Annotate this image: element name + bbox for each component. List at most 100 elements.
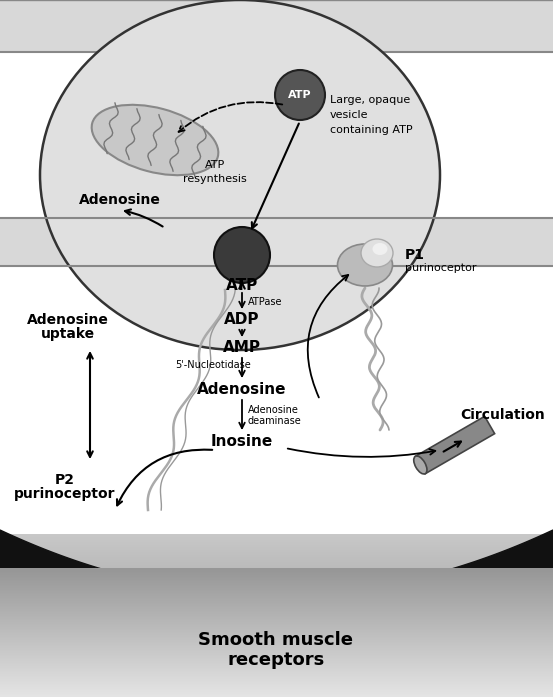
Bar bbox=[0, 619, 553, 620]
Bar bbox=[0, 607, 553, 608]
Bar bbox=[0, 643, 553, 644]
Bar bbox=[0, 643, 553, 644]
Bar bbox=[0, 570, 553, 571]
Bar bbox=[0, 583, 553, 584]
Bar bbox=[0, 692, 553, 693]
Bar bbox=[0, 604, 553, 605]
Bar bbox=[0, 691, 553, 692]
Bar bbox=[0, 648, 553, 649]
Bar bbox=[0, 581, 553, 582]
Bar bbox=[0, 545, 553, 546]
Bar bbox=[0, 671, 553, 672]
Bar bbox=[0, 574, 553, 575]
Bar bbox=[0, 687, 553, 688]
Bar bbox=[0, 558, 553, 559]
Bar bbox=[0, 695, 553, 696]
Bar bbox=[0, 634, 553, 635]
Bar bbox=[0, 626, 553, 627]
Bar bbox=[0, 614, 553, 615]
Bar bbox=[0, 584, 553, 585]
Bar bbox=[0, 562, 553, 563]
Bar bbox=[0, 666, 553, 667]
Bar bbox=[0, 597, 553, 598]
Bar bbox=[0, 566, 553, 567]
Bar bbox=[0, 627, 553, 628]
Bar bbox=[0, 586, 553, 587]
Bar bbox=[0, 591, 553, 592]
Bar bbox=[0, 544, 553, 545]
Bar bbox=[0, 581, 553, 582]
Bar bbox=[0, 572, 553, 573]
Bar bbox=[0, 622, 553, 623]
Bar bbox=[0, 606, 553, 607]
Bar bbox=[0, 650, 553, 651]
Text: vesicle: vesicle bbox=[330, 110, 368, 120]
Bar bbox=[0, 613, 553, 614]
Bar bbox=[0, 591, 553, 592]
Bar bbox=[0, 646, 553, 647]
Bar bbox=[0, 577, 553, 578]
Bar bbox=[0, 588, 553, 589]
Bar bbox=[0, 637, 553, 638]
Bar bbox=[0, 672, 553, 673]
Bar bbox=[0, 633, 553, 634]
Bar bbox=[0, 592, 553, 593]
Bar bbox=[0, 668, 553, 669]
Bar bbox=[0, 592, 553, 593]
Bar bbox=[0, 585, 553, 586]
Bar bbox=[0, 570, 553, 571]
Bar bbox=[0, 612, 553, 613]
Ellipse shape bbox=[40, 0, 440, 350]
Bar bbox=[0, 645, 553, 646]
Bar bbox=[0, 598, 553, 599]
Circle shape bbox=[214, 227, 270, 283]
Bar bbox=[0, 603, 553, 604]
Bar bbox=[0, 623, 553, 624]
Bar bbox=[0, 542, 553, 543]
Bar bbox=[0, 588, 553, 589]
Bar bbox=[0, 625, 553, 626]
Bar bbox=[0, 576, 553, 577]
Bar bbox=[0, 682, 553, 683]
Bar bbox=[0, 639, 553, 640]
Bar bbox=[0, 569, 553, 570]
Bar bbox=[0, 535, 553, 536]
Text: resynthesis: resynthesis bbox=[183, 174, 247, 184]
Bar bbox=[0, 603, 553, 604]
Bar bbox=[0, 631, 553, 632]
Text: containing ATP: containing ATP bbox=[330, 125, 413, 135]
Bar bbox=[0, 580, 553, 581]
Bar bbox=[0, 667, 553, 668]
Bar bbox=[0, 626, 553, 627]
Bar bbox=[0, 637, 553, 638]
Bar bbox=[0, 642, 553, 643]
Bar bbox=[0, 676, 553, 677]
Bar bbox=[0, 669, 553, 670]
Bar bbox=[0, 684, 553, 685]
Text: Inosine: Inosine bbox=[211, 434, 273, 450]
Bar bbox=[0, 549, 553, 550]
Bar bbox=[0, 694, 553, 695]
Bar bbox=[0, 689, 553, 690]
Bar bbox=[0, 590, 553, 591]
Bar bbox=[0, 661, 553, 662]
Bar bbox=[0, 560, 553, 561]
Bar bbox=[0, 568, 553, 569]
Text: Adenosine: Adenosine bbox=[79, 193, 161, 207]
Ellipse shape bbox=[373, 243, 388, 255]
Bar bbox=[0, 680, 553, 681]
Bar bbox=[0, 681, 553, 682]
Text: Adenosine: Adenosine bbox=[197, 383, 287, 397]
Bar bbox=[0, 602, 553, 603]
Bar bbox=[0, 656, 553, 657]
Bar bbox=[0, 642, 553, 643]
Bar bbox=[0, 597, 553, 598]
Bar bbox=[0, 564, 553, 565]
Bar bbox=[0, 656, 553, 657]
Bar bbox=[0, 660, 553, 661]
Bar bbox=[0, 580, 553, 581]
Bar bbox=[0, 619, 553, 620]
Bar bbox=[0, 696, 553, 697]
Bar bbox=[0, 696, 553, 697]
Bar bbox=[0, 555, 553, 556]
